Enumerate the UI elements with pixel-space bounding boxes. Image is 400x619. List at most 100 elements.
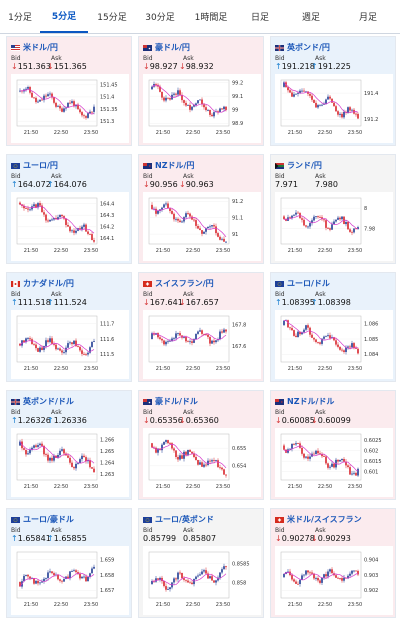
price-chart[interactable]: 111.7 111.6 111.5 21:50 22:50 23:50 xyxy=(11,310,129,379)
candle-body xyxy=(295,581,297,584)
price-chart[interactable]: 164.4 164.3 164.2 164.1 21:50 22:50 23:50 xyxy=(11,192,129,261)
x-tick-label: 22:50 xyxy=(186,602,200,608)
candle-body xyxy=(151,86,153,90)
currency-card[interactable]: NZドル/ドル Bid Ask ↓0.60085 ↓0.60099 0.6025 0.602… xyxy=(270,390,396,500)
y-tick-label: 0.902 xyxy=(364,588,378,594)
direction-arrow-icon: ↑ xyxy=(47,180,54,189)
candle-body xyxy=(305,456,307,458)
bid-label: Bid xyxy=(143,409,153,416)
tab-4[interactable]: 1時間足 xyxy=(194,13,228,23)
pair-title[interactable]: スイスフラン/円 xyxy=(143,277,214,289)
x-tick-label: 22:50 xyxy=(186,130,200,136)
ask-label: Ask xyxy=(183,527,194,534)
candle-body xyxy=(33,204,35,207)
price-chart[interactable]: 1.266 1.265 1.264 1.263 21:50 22:50 23:50 xyxy=(11,428,129,497)
pair-title[interactable]: 米ドル/スイスフラン xyxy=(275,513,362,525)
currency-card[interactable]: 豪ドル/ドル Bid Ask ↓0.65356 ↓0.65360 0.655 0.654 21… xyxy=(138,390,264,500)
price-chart[interactable]: 151.45 151.4 151.35 151.3 21:50 22:50 23:50 xyxy=(11,74,129,143)
currency-card[interactable]: ユーロ/豪ドル Bid Ask ↑1.65841 ↑1.65855 1.659 1.658 1… xyxy=(6,508,132,618)
candle-body xyxy=(345,347,347,352)
candle-body xyxy=(169,443,171,444)
currency-card[interactable]: ユーロ/ドル Bid Ask ↑1.08395 ↑1.08398 1.086 1.085 1.… xyxy=(270,272,396,382)
currency-card[interactable]: 米ドル/スイスフラン Bid Ask ↓0.90278 ↓0.90293 0.904 0.9… xyxy=(270,508,396,618)
pair-title[interactable]: ランド/円 xyxy=(275,159,322,171)
tab-5[interactable]: 日足 xyxy=(250,13,269,23)
pair-title[interactable]: 英ポンド/ドル xyxy=(11,395,74,407)
price-chart[interactable]: 1.659 1.658 1.657 21:50 22:50 23:50 xyxy=(11,546,129,615)
pair-title[interactable]: カナダドル/円 xyxy=(11,277,74,289)
pair-title[interactable]: 英ポンド/円 xyxy=(275,41,330,53)
price-chart[interactable]: 167.8 167.6 21:50 22:50 23:50 xyxy=(143,310,261,379)
pair-title[interactable]: 豪ドル/ドル xyxy=(143,395,198,407)
plot-frame xyxy=(280,197,362,245)
currency-card[interactable]: NZドル/円 Bid Ask ↓90.956 ↓90.963 91.2 91.1 91 21:5… xyxy=(138,154,264,264)
candle-body xyxy=(87,577,89,582)
pair-title[interactable]: ユーロ/豪ドル xyxy=(11,513,74,525)
candle-body xyxy=(25,574,27,576)
currency-card[interactable]: ランド/円 Bid Ask 7.971 7.980 8 7.98 21:50 22:50 23:5… xyxy=(270,154,396,264)
candle-body xyxy=(327,463,329,468)
pair-title[interactable]: ユーロ/ドル xyxy=(275,277,330,289)
currency-card[interactable]: 米ドル/円 Bid Ask ↓151.363 ↓151.365 151.45 151.4 15… xyxy=(6,36,132,146)
candle-body xyxy=(175,333,177,339)
candle-body xyxy=(73,101,75,107)
pair-title[interactable]: 豪ドル/円 xyxy=(143,41,190,53)
tab-2[interactable]: 15分足 xyxy=(97,13,127,23)
candle-body xyxy=(69,342,71,344)
currency-card[interactable]: 豪ドル/円 Bid Ask ↓98.927 ↓98.932 99.2 99.1 99 98.9 2… xyxy=(138,36,264,146)
candle-body xyxy=(31,92,33,98)
pair-title[interactable]: NZドル/円 xyxy=(143,159,194,171)
tab-3[interactable]: 30分足 xyxy=(145,13,175,23)
price-chart[interactable]: 99.2 99.1 99 98.9 21:50 22:50 23:50 xyxy=(143,74,261,143)
candle-body xyxy=(41,205,43,213)
price-chart[interactable]: 1.086 1.085 1.084 21:50 22:50 23:50 xyxy=(275,310,393,379)
pair-title[interactable]: 米ドル/円 xyxy=(11,41,58,53)
price-chart[interactable]: 0.6025 0.602 0.6015 0.601 21:50 22:50 23:50 xyxy=(275,428,393,497)
currency-card[interactable]: カナダドル/円 Bid Ask ↑111.518 ↑111.524 111.7 111.6 1… xyxy=(6,272,132,382)
pair-title[interactable]: ユーロ/英ポンド xyxy=(143,513,214,525)
candle-body xyxy=(323,456,325,457)
currency-card[interactable]: スイスフラン/円 Bid Ask ↓167.641 ↓167.657 167.8 167.6… xyxy=(138,272,264,382)
candle-body xyxy=(43,346,45,350)
candle-body xyxy=(35,580,37,584)
candle-body xyxy=(225,474,227,476)
tab-0[interactable]: 1分足 xyxy=(8,13,32,23)
currency-card[interactable]: 英ポンド/円 Bid Ask ↑191.218 ↑191.225 191.4 191.2 21… xyxy=(270,36,396,146)
currency-card[interactable]: ユーロ/英ポンド Bid Ask 0.85799 0.85807 0.8585 0.858 2… xyxy=(138,508,264,618)
candle-body xyxy=(75,463,77,469)
tab-6[interactable]: 週足 xyxy=(301,13,320,23)
moving-average-line xyxy=(151,332,227,342)
currency-card[interactable]: 英ポンド/ドル Bid Ask ↑1.26326 ↑1.26336 1.266 1.265 1… xyxy=(6,390,132,500)
moving-average-line xyxy=(19,204,95,234)
currency-card[interactable]: ユーロ/円 Bid Ask ↑164.072 ↑164.076 164.4 164.3 164… xyxy=(6,154,132,264)
candle-body xyxy=(155,208,157,214)
price-chart[interactable]: 8 7.98 21:50 22:50 23:50 xyxy=(275,192,393,261)
candle-body xyxy=(195,103,197,106)
candle-body xyxy=(357,570,359,575)
candle-body xyxy=(331,224,333,230)
price-chart[interactable]: 191.4 191.2 21:50 22:50 23:50 xyxy=(275,74,393,143)
pair-title[interactable]: ユーロ/円 xyxy=(11,159,58,171)
candle-body xyxy=(187,449,189,455)
direction-arrow-icon: ↓ xyxy=(179,180,186,189)
direction-arrow-icon: ↓ xyxy=(47,62,54,71)
candle-body xyxy=(309,456,311,459)
candle-body xyxy=(293,579,295,582)
candle-body xyxy=(81,112,83,116)
candle-body xyxy=(315,450,317,455)
candle-body xyxy=(219,236,221,240)
price-chart[interactable]: 0.904 0.903 0.902 21:50 22:50 23:50 xyxy=(275,546,393,615)
tab-7[interactable]: 月足 xyxy=(358,13,377,23)
candle-body xyxy=(221,331,223,333)
tab-1[interactable]: 5分足 xyxy=(40,0,88,33)
pair-title[interactable]: NZドル/ドル xyxy=(275,395,334,407)
bid-label: Bid xyxy=(143,291,153,298)
price-chart[interactable]: 0.655 0.654 21:50 22:50 23:50 xyxy=(143,428,261,497)
x-tick-label: 22:50 xyxy=(186,366,200,372)
candle-body xyxy=(283,573,285,578)
x-tick-label: 23:50 xyxy=(84,248,98,254)
price-chart[interactable]: 91.2 91.1 91 21:50 22:50 23:50 xyxy=(143,192,261,261)
price-chart[interactable]: 0.8585 0.858 21:50 22:50 23:50 xyxy=(143,546,261,615)
candle-body xyxy=(177,333,179,334)
candle-body xyxy=(353,228,355,233)
